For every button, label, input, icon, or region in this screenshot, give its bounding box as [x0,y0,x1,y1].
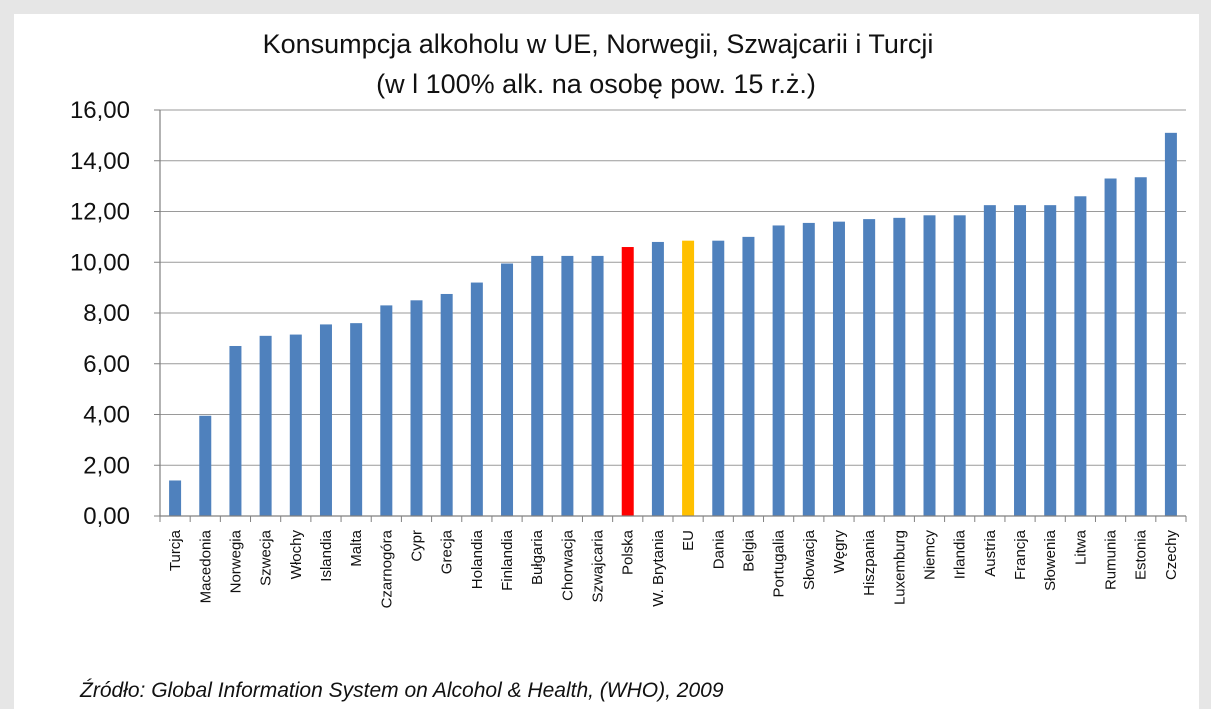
x-tick-label: Czarnogóra [378,529,395,608]
x-tick-label: Hiszpania [861,529,878,596]
x-tick-label: Finlandia [499,529,516,591]
y-tick-label: 0,00 [83,503,130,530]
x-tick-label: Słowenia [1042,529,1059,591]
x-tick-label: Macedonia [197,529,214,603]
bar-francja [1014,205,1027,516]
bar-cypr [410,300,423,516]
y-tick-label: 14,00 [70,148,130,175]
bar-macedonia [199,415,212,516]
bars [169,132,1177,517]
bar-eu [682,240,695,516]
x-tick-label: Islandia [318,529,335,581]
bar-słowenia [1044,205,1057,516]
bar-dania [712,240,725,516]
bar-portugalia [772,225,785,517]
chart-panel [14,14,1199,709]
x-tick-label: Austria [982,529,999,576]
x-tick-label: Holandia [469,529,486,589]
chart-subtitle: (w l 100% alk. na osobę pow. 15 r.ż.) [376,69,816,99]
x-tick-label: Turcja [167,529,184,571]
bar-niemcy [923,215,936,516]
bar-litwa [1074,196,1087,516]
x-tick-label: W. Brytania [650,529,667,606]
x-tick-label: Włochy [288,530,305,580]
bar-luxemburg [893,217,906,516]
bar-szwecja [259,335,272,516]
x-tick-label: Dania [710,529,727,569]
y-tick-label: 12,00 [70,199,130,226]
bar-malta [350,323,363,516]
y-tick-label: 8,00 [83,300,130,327]
bar-czarnogóra [380,305,393,516]
bar-grecja [440,293,453,516]
x-tick-label: Francja [1012,529,1029,580]
bar-austria [983,205,996,516]
bar-szwajcaria [591,255,604,516]
x-tick-label: Grecja [439,529,456,574]
gridlines [160,109,1186,466]
bar-polska [621,247,634,516]
x-tick-label: Niemcy [922,530,939,581]
x-axis-ticks: Turcja Macedonia Norwegia Szwecja Włochy Isla… [159,516,1187,608]
bar-w-brytania [651,241,664,516]
x-tick-label: Słowacja [801,529,818,590]
source-note: Źródło: Global Information System on Alc… [79,679,724,702]
bar-islandia [319,324,332,516]
x-tick-label: Szwecja [258,529,275,586]
bar-hiszpania [863,219,876,517]
bar-belgia [742,236,755,516]
y-tick-label: 10,00 [70,249,130,276]
bar-chorwacja [561,255,574,516]
y-axis-ticks: 0,00 2,00 4,00 6,00 8,00 10,00 12,00 14,00 16,00 [70,97,160,530]
x-tick-label: Cypr [409,530,426,562]
y-tick-label: 4,00 [83,402,130,429]
x-tick-label: Irlandia [952,529,969,579]
bar-norwegia [229,345,242,516]
x-tick-label: Luxemburg [891,530,908,605]
x-tick-label: Chorwacja [559,529,576,601]
x-tick-label: Litwa [1072,529,1089,565]
bar-rumunia [1104,178,1117,516]
bar-włochy [289,334,302,516]
x-tick-label: Portugalia [771,529,788,597]
x-tick-label: Belgia [740,529,757,571]
bar-holandia [470,282,483,516]
chart-title: Konsumpcja alkoholu w UE, Norwegii, Szwa… [263,29,934,59]
x-tick-label: Czechy [1163,530,1180,581]
x-tick-label: Bułgaria [529,529,546,585]
x-tick-label: EU [680,530,697,551]
bar-estonia [1134,177,1147,516]
y-tick-label: 16,00 [70,97,130,124]
bar-słowacja [802,222,815,516]
x-tick-label: Estonia [1133,529,1150,580]
bar-finlandia [501,263,514,516]
x-tick-label: Węgry [831,530,848,574]
y-tick-label: 6,00 [83,351,130,378]
bar-bułgaria [531,255,544,516]
bar-czechy [1164,132,1177,516]
y-tick-label: 2,00 [83,452,130,479]
bar-turcja [169,480,182,516]
bar-węgry [832,221,845,516]
x-tick-label: Rumunia [1103,529,1120,590]
x-tick-label: Polska [620,529,637,575]
x-tick-label: Malta [348,529,365,566]
x-tick-label: Szwajcaria [590,529,607,602]
bar-irlandia [953,215,966,516]
x-tick-label: Norwegia [227,529,244,593]
